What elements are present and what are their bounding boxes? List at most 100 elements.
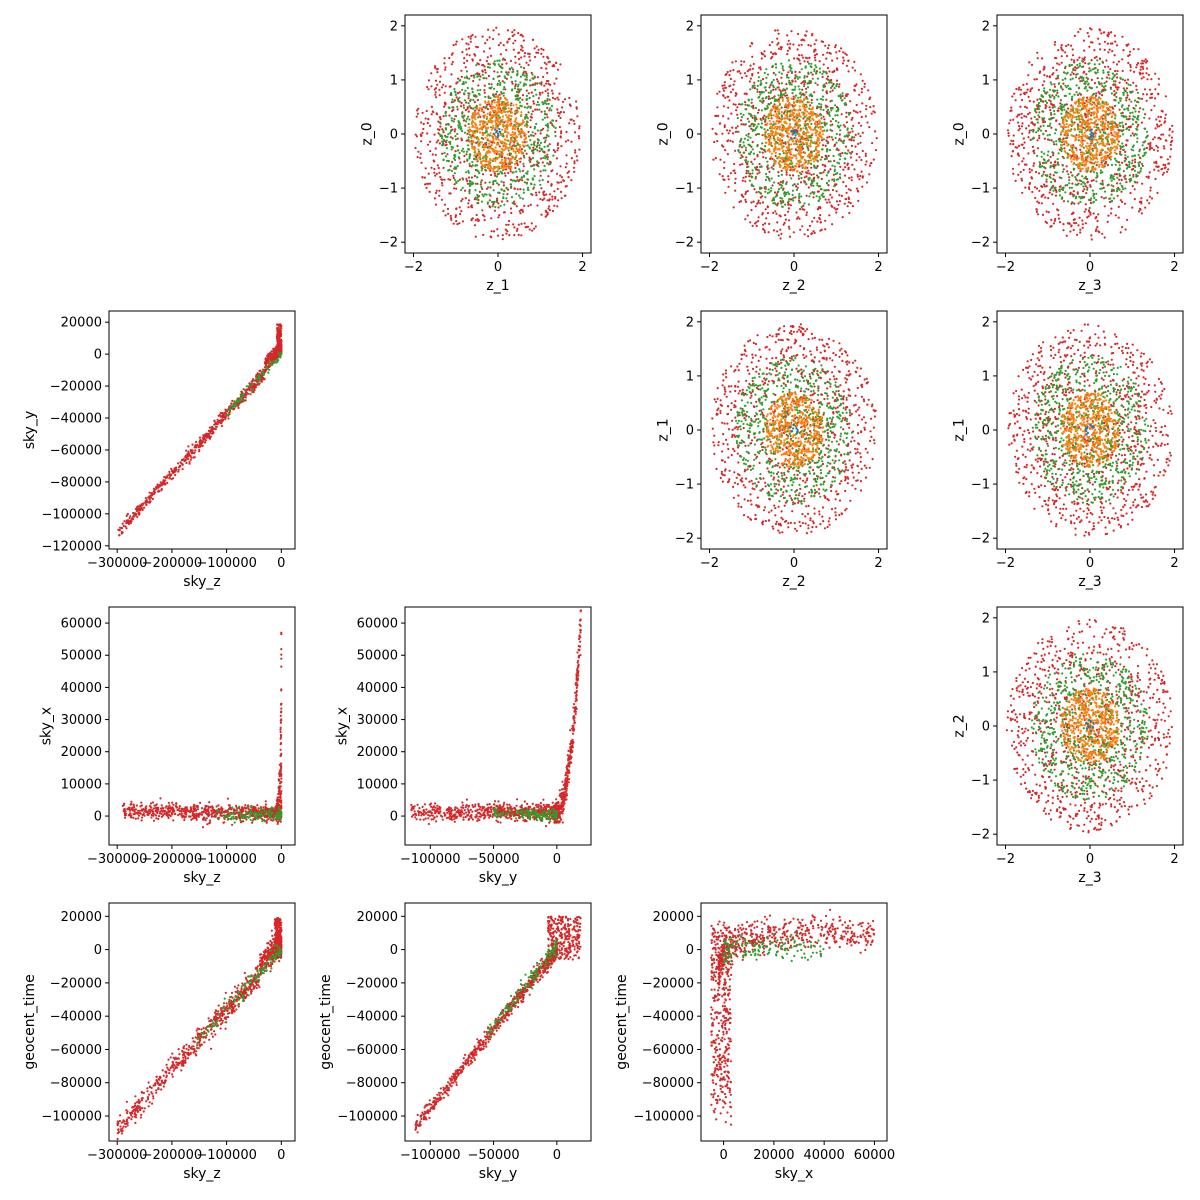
scatter-point (1025, 115, 1028, 118)
scatter-point (551, 209, 555, 213)
scatter-point (487, 101, 490, 105)
scatter-point (443, 62, 446, 65)
scatter-point (570, 157, 574, 160)
scatter-point (788, 235, 792, 238)
scatter-point (837, 149, 840, 152)
scatter-point (545, 193, 548, 196)
scatter-point (498, 155, 501, 158)
scatter-point (798, 201, 801, 204)
scatter-point (468, 157, 471, 160)
scatter-point (458, 122, 461, 125)
scatter-point (805, 119, 808, 122)
scatter-point (1073, 221, 1076, 225)
scatter-point (458, 206, 461, 209)
scatter-point (480, 126, 483, 129)
scatter-point (489, 159, 493, 162)
scatter-point (523, 181, 526, 184)
scatter-point (850, 127, 853, 130)
scatter-point (855, 159, 858, 162)
scatter-point (1127, 61, 1130, 65)
scatter-point (516, 188, 519, 191)
scatter-point (524, 226, 527, 229)
scatter-point (769, 101, 773, 105)
scatter-point (506, 164, 509, 167)
scatter-point (476, 154, 479, 157)
scatter-point (815, 66, 818, 69)
scatter-point (772, 71, 775, 75)
scatter-point (556, 142, 560, 145)
scatter-point (549, 193, 552, 196)
scatter-point (1128, 115, 1131, 118)
scatter-point (784, 214, 787, 217)
scatter-point (473, 109, 477, 112)
scatter-point (831, 89, 834, 92)
scatter-point (831, 70, 834, 74)
scatter-point (454, 150, 457, 153)
scatter-point (484, 71, 487, 74)
scatter-point (1152, 138, 1155, 141)
scatter-point (471, 134, 474, 137)
scatter-point (510, 155, 514, 158)
scatter-point (546, 158, 549, 161)
scatter-point (745, 93, 748, 96)
scatter-point (783, 163, 786, 166)
scatter-point (766, 149, 769, 152)
scatter-point (1145, 72, 1148, 75)
scatter-point (476, 152, 479, 155)
scatter-point (1057, 107, 1060, 110)
scatter-point (756, 90, 759, 93)
scatter-point (848, 138, 851, 141)
scatter-point (414, 146, 417, 150)
scatter-point (437, 166, 440, 170)
scatter-point (781, 161, 784, 164)
scatter-point (742, 141, 745, 144)
scatter-point (1065, 44, 1068, 48)
scatter-point (516, 123, 519, 126)
scatter-point (822, 53, 825, 56)
scatter-point (788, 79, 791, 82)
scatter-point (797, 77, 800, 80)
scatter-point (847, 70, 850, 73)
scatter-point (502, 108, 505, 112)
scatter-point (509, 170, 512, 173)
scatter-point (784, 218, 788, 221)
scatter-point (546, 106, 549, 110)
scatter-point (499, 53, 502, 56)
scatter-point (780, 232, 783, 235)
scatter-point (472, 116, 475, 119)
scatter-point (818, 141, 821, 144)
scatter-point (489, 169, 492, 172)
scatter-point (1125, 181, 1128, 184)
scatter-point (810, 101, 813, 104)
scatter-point (558, 125, 562, 129)
scatter-point (720, 144, 724, 147)
scatter-point (789, 69, 792, 72)
scatter-point (787, 141, 790, 145)
scatter-point (554, 97, 557, 101)
scatter-point (846, 93, 849, 96)
scatter-point (842, 124, 845, 127)
scatter-point (717, 114, 720, 117)
scatter-point (434, 93, 437, 96)
scatter-point (763, 229, 766, 232)
scatter-point (792, 174, 795, 177)
scatter-point (478, 78, 481, 81)
scatter-point (777, 182, 780, 185)
scatter-point (474, 118, 477, 121)
scatter-point (1048, 106, 1051, 109)
scatter-point (463, 131, 467, 134)
scatter-point (838, 162, 841, 165)
scatter-point (451, 106, 454, 109)
scatter-point (467, 35, 470, 39)
scatter-point (790, 129, 793, 132)
scatter-point (557, 147, 560, 150)
scatter-point (1056, 62, 1059, 65)
scatter-point (481, 146, 484, 149)
scatter-point (475, 64, 478, 67)
scatter-point (774, 154, 777, 158)
scatter-point (807, 62, 811, 65)
scatter-point (815, 152, 818, 156)
scatter-point (481, 164, 484, 167)
scatter-point (832, 173, 836, 176)
